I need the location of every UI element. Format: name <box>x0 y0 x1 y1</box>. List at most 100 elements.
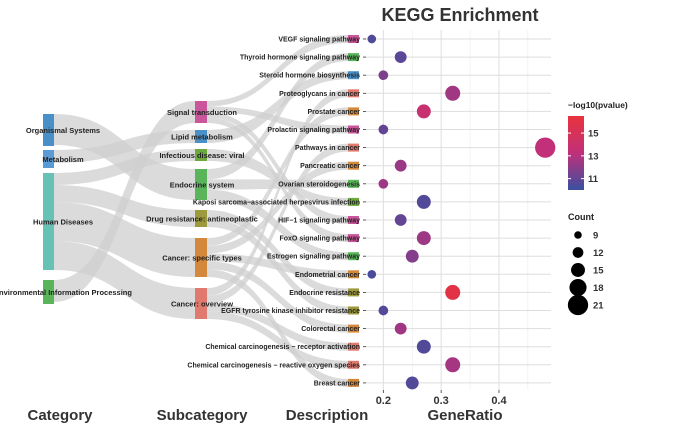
subcategory-column-label: Subcategory <box>157 407 249 424</box>
description-label: Endocrine resistance <box>289 290 360 297</box>
x-tick-label: 0.2 <box>376 395 391 407</box>
description-node <box>348 306 359 315</box>
category-nodes: Organismal Systems Metabolism Human Diseas… <box>0 114 132 304</box>
sankey-flow-category-to-subcategory <box>54 185 195 227</box>
size-legend-label: 15 <box>593 266 604 277</box>
description-node <box>348 234 359 243</box>
plot-background <box>366 30 551 390</box>
description-node <box>348 216 359 224</box>
description-label: Ovarian steroidogenesis <box>278 181 360 188</box>
sankey-flow-category-to-subcategory <box>54 114 195 200</box>
color-legend-title: −log10(pvalue) <box>568 100 628 110</box>
sankey-flow-category-to-subcategory <box>54 202 195 277</box>
category-node <box>43 150 54 168</box>
size-legend-label: 18 <box>593 283 604 294</box>
x-tick-label: 0.4 <box>491 395 507 407</box>
sankey-flow-subcategory-to-description <box>207 106 348 134</box>
size-legend-dot <box>569 278 587 297</box>
x-axis-label: GeneRatio <box>427 407 502 424</box>
category-node-label: Metabolism <box>42 155 84 164</box>
sankey-flow-subcategory-to-description <box>207 218 348 315</box>
category-node-label: Human Diseases <box>33 218 93 227</box>
data-point <box>367 269 377 279</box>
sankey-flow-category-to-subcategory <box>54 241 195 319</box>
description-node <box>348 179 359 188</box>
data-point <box>405 376 419 390</box>
description-label: Thyroid hormone signaling pathway <box>240 55 360 62</box>
description-label: Proteoglycans in cancer <box>279 91 360 98</box>
data-point <box>405 249 419 263</box>
sankey-flow-subcategory-to-description <box>207 311 348 369</box>
size-legend-label: 12 <box>593 248 604 259</box>
subcategory-node <box>195 130 207 143</box>
description-node <box>348 89 359 98</box>
description-label: Chemical carcinogenesis − reactive oxyge… <box>187 362 360 369</box>
description-node <box>348 197 359 206</box>
sankey-flow-subcategory-to-description <box>207 261 348 333</box>
data-point <box>394 214 407 226</box>
category-node <box>43 173 54 270</box>
data-point <box>394 322 407 335</box>
category-node <box>43 114 54 146</box>
subcategory-node-label: Cancer: overview <box>171 300 233 309</box>
size-legend-dot <box>571 263 585 277</box>
data-point <box>445 284 461 300</box>
description-column-label: Description <box>286 407 369 424</box>
subcategory-node-label: Cancer: specific types <box>162 254 242 263</box>
subcategory-node-label: Lipid metabolism <box>171 133 233 142</box>
subcategory-nodes: Signal transduction Lipid metabolism Infec… <box>146 101 258 319</box>
sankey-flow-subcategory-to-description <box>207 161 348 254</box>
description-label: Steroid hormone biosynthesis <box>259 73 360 80</box>
x-tick-label: 0.3 <box>434 395 449 407</box>
color-legend-tick-label: 13 <box>588 151 599 162</box>
color-legend-tick-label: 15 <box>588 129 599 140</box>
size-legend-label: 21 <box>593 301 604 312</box>
sankey-flow-subcategory-to-description <box>207 179 348 190</box>
description-label: FoxO signaling pathway <box>279 236 360 243</box>
data-point <box>378 70 389 81</box>
data-point <box>378 305 389 316</box>
description-node <box>348 161 359 170</box>
description-labels: VEGF signaling pathway Thyroid hormone si… <box>187 35 360 387</box>
subcategory-node <box>195 169 207 200</box>
data-point <box>394 51 407 64</box>
category-node-label: Organismal Systems <box>26 126 100 135</box>
subcategory-node <box>195 101 207 123</box>
description-label: Estrogen signaling pathway <box>267 254 360 261</box>
size-legend-title: Count <box>568 212 594 222</box>
description-label: Pathways in cancer <box>295 145 360 152</box>
category-column-label: Category <box>27 407 93 424</box>
data-point <box>535 137 556 158</box>
subcategory-node-label: Drug resistance: antineoplastic <box>146 215 258 224</box>
description-node <box>348 71 359 80</box>
sankey-flow-subcategory-to-description <box>207 189 348 261</box>
description-node <box>348 252 359 261</box>
data-point <box>416 194 431 209</box>
subcategory-node <box>195 238 207 277</box>
data-point <box>378 178 389 189</box>
size-legend-dot <box>567 294 589 316</box>
dot-plot-panel: 0.2 0.3 0.4 <box>363 30 556 407</box>
size-legend-dot <box>574 231 582 239</box>
size-legend-dot <box>572 247 584 258</box>
description-node <box>348 125 359 134</box>
description-label: Endometrial cancer <box>295 272 360 279</box>
description-node <box>348 342 359 351</box>
category-node-label: Environmental Information Processing <box>0 288 132 297</box>
subcategory-node <box>195 210 207 227</box>
subcategory-node <box>195 288 207 319</box>
data-point <box>378 124 389 135</box>
subcategory-node-label: Infectious disease: viral <box>159 151 244 160</box>
description-node <box>348 107 359 116</box>
sankey-flow-subcategory-to-description <box>207 210 348 297</box>
description-label: Prolactin signaling pathway <box>267 127 360 134</box>
subcategory-node-label: Endocrine system <box>170 181 235 190</box>
color-legend-bar <box>568 116 584 190</box>
data-point <box>445 85 461 101</box>
description-label: Chemical carcinogenesis − receptor activ… <box>205 344 360 351</box>
description-node <box>348 324 359 333</box>
description-label: Breast cancer <box>314 380 361 387</box>
description-node <box>348 143 359 152</box>
description-node <box>348 270 359 279</box>
